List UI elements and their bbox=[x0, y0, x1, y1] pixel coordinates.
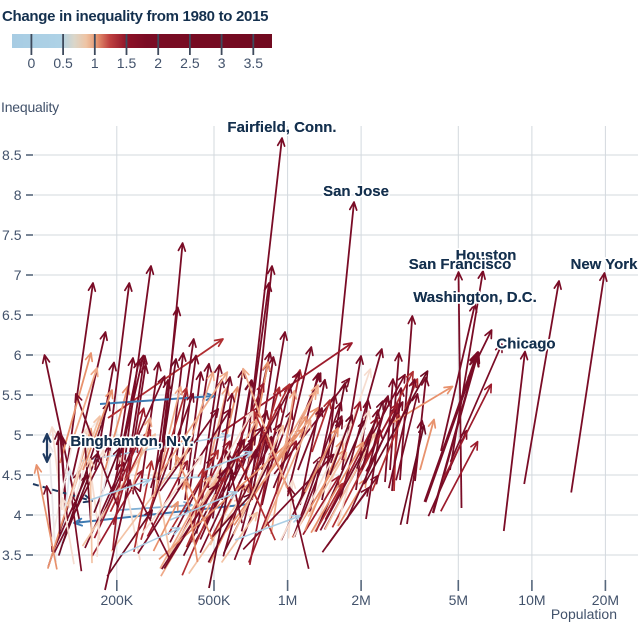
svg-text:Binghamton, N.Y.: Binghamton, N.Y. bbox=[70, 433, 193, 450]
svg-text:200K: 200K bbox=[100, 592, 133, 608]
svg-text:1M: 1M bbox=[278, 592, 297, 608]
svg-text:5.5: 5.5 bbox=[2, 387, 22, 403]
svg-text:6.5: 6.5 bbox=[2, 307, 22, 323]
svg-text:2.5: 2.5 bbox=[180, 55, 200, 71]
svg-text:Population: Population bbox=[551, 606, 617, 622]
svg-text:San Jose: San Jose bbox=[323, 183, 389, 200]
svg-text:10M: 10M bbox=[518, 592, 545, 608]
svg-text:4: 4 bbox=[14, 507, 22, 523]
svg-text:8: 8 bbox=[14, 187, 22, 203]
svg-text:1.5: 1.5 bbox=[117, 55, 137, 71]
svg-text:0.5: 0.5 bbox=[53, 55, 73, 71]
svg-text:5M: 5M bbox=[449, 592, 468, 608]
svg-text:3.5: 3.5 bbox=[244, 55, 264, 71]
svg-text:Fairfield, Conn.: Fairfield, Conn. bbox=[227, 119, 336, 136]
svg-text:0: 0 bbox=[28, 55, 36, 71]
svg-text:San Francisco: San Francisco bbox=[409, 256, 512, 273]
svg-text:3.5: 3.5 bbox=[2, 547, 22, 563]
svg-text:New York: New York bbox=[571, 256, 639, 273]
svg-text:6: 6 bbox=[14, 347, 22, 363]
svg-text:2: 2 bbox=[154, 55, 162, 71]
svg-text:Change in inequality from 1980: Change in inequality from 1980 to 2015 bbox=[2, 8, 268, 25]
svg-text:Chicago: Chicago bbox=[496, 336, 555, 353]
svg-text:San Francisco: San Francisco bbox=[409, 256, 512, 273]
svg-text:New York: New York bbox=[571, 256, 639, 273]
svg-text:Washington, D.C.: Washington, D.C. bbox=[413, 289, 537, 306]
svg-text:2M: 2M bbox=[351, 592, 370, 608]
svg-text:5: 5 bbox=[14, 427, 22, 443]
svg-text:Houston: Houston bbox=[456, 247, 517, 264]
svg-text:Houston: Houston bbox=[456, 247, 517, 264]
svg-text:San Jose: San Jose bbox=[323, 183, 389, 200]
svg-text:4.5: 4.5 bbox=[2, 467, 22, 483]
svg-text:3: 3 bbox=[218, 55, 226, 71]
svg-text:500K: 500K bbox=[198, 592, 231, 608]
svg-text:7: 7 bbox=[14, 267, 22, 283]
svg-text:Fairfield, Conn.: Fairfield, Conn. bbox=[227, 119, 336, 136]
svg-text:7.5: 7.5 bbox=[2, 227, 22, 243]
svg-text:20M: 20M bbox=[592, 592, 619, 608]
svg-text:Inequality: Inequality bbox=[1, 99, 59, 115]
svg-text:8.5: 8.5 bbox=[2, 147, 22, 163]
svg-text:Chicago: Chicago bbox=[496, 336, 555, 353]
svg-text:Washington, D.C.: Washington, D.C. bbox=[413, 289, 537, 306]
svg-text:Binghamton, N.Y.: Binghamton, N.Y. bbox=[70, 433, 193, 450]
svg-text:1: 1 bbox=[91, 55, 99, 71]
